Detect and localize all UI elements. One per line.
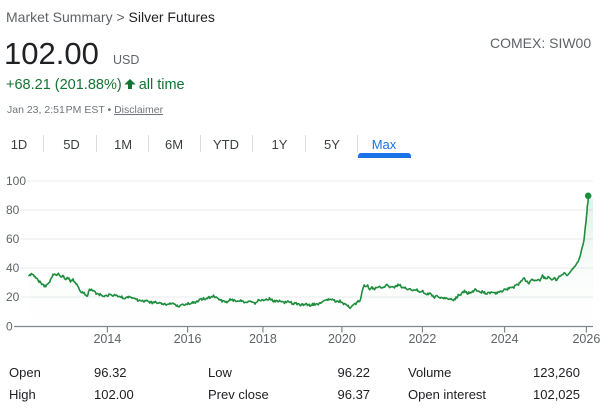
svg-text:2024: 2024 <box>491 332 519 346</box>
svg-text:80: 80 <box>6 203 20 217</box>
svg-text:2018: 2018 <box>249 332 277 346</box>
svg-text:0: 0 <box>6 320 13 334</box>
svg-text:60: 60 <box>6 232 20 246</box>
svg-text:2022: 2022 <box>408 332 436 346</box>
svg-text:2026: 2026 <box>572 332 600 346</box>
svg-text:100: 100 <box>6 174 26 188</box>
svg-text:20: 20 <box>6 290 20 304</box>
svg-text:2016: 2016 <box>174 332 202 346</box>
svg-text:2020: 2020 <box>328 332 356 346</box>
svg-text:40: 40 <box>6 261 20 275</box>
svg-text:2014: 2014 <box>93 332 121 346</box>
